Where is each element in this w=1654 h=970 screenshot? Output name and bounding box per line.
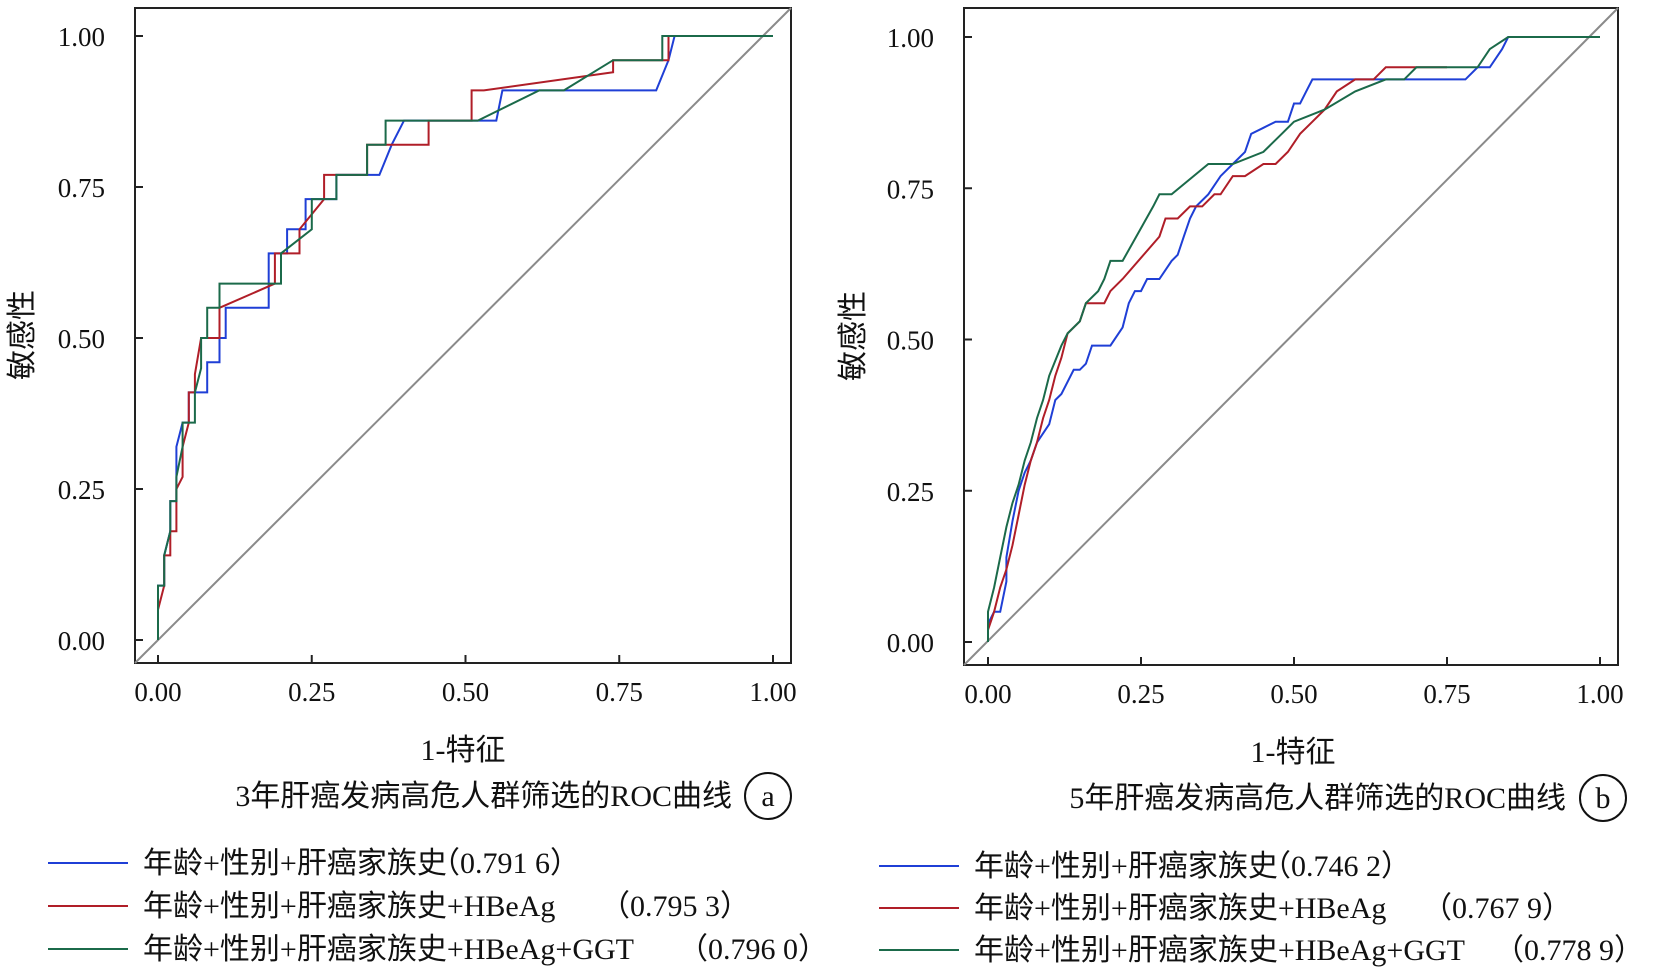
legend-label-2: 年龄+性别+肝癌家族史+HBeAg+GGT (974, 934, 1465, 967)
panel-letter-circle (1579, 774, 1627, 822)
x-tick-label: 0.00 (134, 677, 181, 707)
panel-letter: b (1596, 782, 1611, 815)
panel-caption: 5年肝癌发病高危人群筛选的ROC曲线 (1069, 782, 1566, 815)
x-tick-label: 0.75 (596, 677, 643, 707)
x-tick-label: 0.00 (964, 679, 1011, 709)
diagonal-reference-line (963, 7, 1619, 666)
x-axis-label: 1-特征 (421, 734, 506, 767)
panel-letter: a (761, 780, 774, 813)
legend-auc-0: （0.746 2） (1261, 850, 1411, 883)
y-tick-label: 0.50 (58, 324, 105, 354)
legend: 年龄+性别+肝癌家族史 （0.746 2） 年龄+性别+肝癌家族史+HBeAg … (879, 850, 1644, 967)
x-tick-label: 0.50 (1270, 679, 1317, 709)
legend-label-1: 年龄+性别+肝癌家族史+HBeAg (143, 890, 555, 923)
y-tick-label: 0.00 (58, 626, 105, 656)
x-tick-label: 0.25 (288, 677, 335, 707)
roc-series-line-0 (157, 35, 773, 640)
panel-letter-circle (744, 772, 792, 820)
x-tick-label: 0.50 (442, 677, 489, 707)
roc-series-line-1 (987, 66, 1447, 642)
diagonal-reference-line (134, 7, 792, 664)
legend-label-1: 年龄+性别+肝癌家族史+HBeAg (974, 892, 1386, 925)
y-tick-label: 0.00 (887, 628, 934, 658)
y-tick-label: 0.25 (58, 475, 105, 505)
x-tick-label: 0.25 (1117, 679, 1164, 709)
axis-ticks: 0.00 0.25 0.50 0.75 1.00 0.00 0.25 0.50 0.75 1.00 (887, 23, 1624, 709)
y-axis-label: 敏感性 (6, 290, 39, 380)
roc-curves (987, 36, 1600, 642)
y-tick-label: 0.50 (887, 326, 934, 356)
legend-label-2: 年龄+性别+肝癌家族史+HBeAg+GGT (143, 933, 634, 966)
legend-auc-2: （0.796 0） (678, 933, 828, 966)
y-tick-label: 0.25 (887, 477, 934, 507)
panel-caption: 3年肝癌发病高危人群筛选的ROC曲线 (235, 780, 732, 813)
legend-auc-1: （0.795 3） (600, 890, 750, 923)
y-axis-label: 敏感性 (837, 291, 870, 381)
y-tick-label: 0.75 (887, 174, 934, 204)
panel-a: 0.00 0.25 0.50 0.75 1.00 0.00 0.25 0.50 0.75 1.00… (6, 7, 828, 966)
legend-auc-0: （0.791 6） (430, 847, 580, 880)
plot-frame (134, 7, 792, 664)
roc-series-line-2 (157, 35, 773, 640)
roc-curves (157, 35, 773, 640)
y-tick-label: 1.00 (58, 22, 105, 52)
legend: 年龄+性别+肝癌家族史 （0.791 6） 年龄+性别+肝癌家族史+HBeAg … (48, 847, 828, 966)
y-tick-label: 1.00 (887, 23, 934, 53)
x-axis-label: 1-特征 (1251, 736, 1336, 769)
panel-b: 0.00 0.25 0.50 0.75 1.00 0.00 0.25 0.50 0.75 1.00… (837, 7, 1644, 967)
legend-label-0: 年龄+性别+肝癌家族史 (143, 847, 447, 880)
legend-auc-1: （0.767 9） (1422, 892, 1572, 925)
legend-label-0: 年龄+性别+肝癌家族史 (974, 850, 1278, 883)
plot-frame (963, 7, 1619, 666)
legend-auc-2: （0.778 9） (1494, 934, 1644, 967)
x-tick-label: 1.00 (749, 677, 796, 707)
roc-series-line-0 (987, 36, 1600, 642)
y-tick-label: 0.75 (58, 173, 105, 203)
roc-series-line-2 (987, 36, 1600, 642)
x-tick-label: 0.75 (1423, 679, 1470, 709)
x-tick-label: 1.00 (1576, 679, 1623, 709)
roc-series-line-1 (157, 35, 773, 640)
axis-ticks: 0.00 0.25 0.50 0.75 1.00 0.00 0.25 0.50 0.75 1.00 (58, 22, 797, 707)
